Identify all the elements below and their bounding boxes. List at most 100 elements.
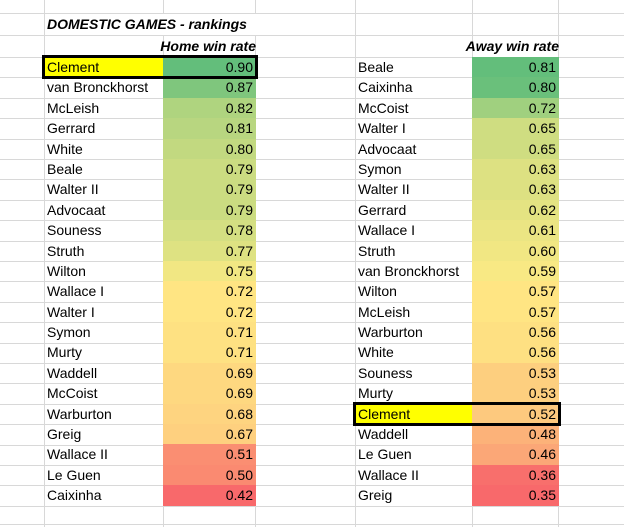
away-value-cell-6[interactable]: 0.63 [472, 179, 559, 200]
away-value-cell-4[interactable]: 0.65 [472, 138, 559, 159]
home-value-cell-1[interactable]: 0.87 [163, 77, 256, 98]
away-name-cell-19[interactable]: Le Guen [358, 446, 412, 463]
home-name-cell-13[interactable]: Symon [47, 324, 91, 341]
away-name-cell-11[interactable]: Wilton [358, 283, 397, 300]
home-name-cell-16[interactable]: McCoist [47, 385, 98, 402]
home-name-cell-9[interactable]: Struth [47, 242, 85, 259]
home-name-cell-10[interactable]: Wilton [47, 262, 86, 279]
away-name-cell-17[interactable]: Clement [355, 403, 472, 425]
away-value-cell-21[interactable]: 0.35 [472, 485, 559, 506]
home-name-cell-5[interactable]: Beale [47, 160, 83, 177]
away-name-cell-13[interactable]: Warburton [358, 324, 423, 341]
gridline [0, 261, 624, 262]
home-value-cell-15[interactable]: 0.69 [163, 362, 256, 384]
gridline [0, 240, 624, 242]
away-name-cell-15[interactable]: Souness [358, 364, 413, 381]
away-value-cell-16[interactable]: 0.53 [472, 383, 559, 404]
home-name-cell-12[interactable]: Walter I [47, 303, 95, 320]
home-value-cell-10[interactable]: 0.75 [163, 260, 256, 282]
away-value-cell-0[interactable]: 0.81 [472, 57, 559, 78]
home-value-cell-11[interactable]: 0.72 [163, 281, 256, 302]
home-value-cell-20[interactable]: 0.50 [163, 464, 256, 486]
home-win-rate-header[interactable]: Home win rate [160, 38, 256, 54]
away-name-cell-3[interactable]: Walter I [358, 120, 406, 137]
home-value-cell-19[interactable]: 0.51 [163, 444, 256, 465]
away-value-cell-9[interactable]: 0.60 [472, 240, 559, 261]
away-name-cell-2[interactable]: McCoist [358, 99, 409, 116]
away-name-cell-0[interactable]: Beale [358, 59, 394, 75]
gridline [0, 444, 624, 446]
gridline [0, 524, 624, 525]
home-value-cell-6[interactable]: 0.79 [163, 179, 256, 200]
home-name-cell-8[interactable]: Souness [47, 222, 102, 239]
home-name-cell-7[interactable]: Advocaat [47, 201, 106, 218]
away-value-cell-13[interactable]: 0.56 [472, 322, 559, 343]
away-name-cell-20[interactable]: Wallace II [358, 466, 419, 483]
away-name-cell-16[interactable]: Murty [358, 385, 393, 402]
home-name-cell-15[interactable]: Waddell [47, 364, 98, 381]
home-value-cell-8[interactable]: 0.78 [163, 220, 256, 241]
home-value-cell-12[interactable]: 0.72 [163, 301, 256, 323]
away-name-cell-4[interactable]: Advocaat [358, 140, 417, 157]
home-name-cell-17[interactable]: Warburton [47, 405, 112, 422]
home-name-cell-11[interactable]: Wallace I [47, 283, 105, 300]
away-name-cell-8[interactable]: Wallace I [358, 222, 416, 239]
home-name-cell-3[interactable]: Gerrard [47, 120, 96, 137]
away-name-cell-12[interactable]: McLeish [358, 303, 411, 320]
away-name-cell-1[interactable]: Caixinha [358, 79, 413, 96]
away-value-cell-14[interactable]: 0.56 [472, 342, 559, 363]
away-name-cell-18[interactable]: Waddell [358, 426, 409, 443]
home-name-cell-19[interactable]: Wallace II [47, 446, 108, 463]
home-name-cell-14[interactable]: Murty [47, 344, 82, 361]
home-value-cell-0[interactable]: 0.90 [163, 57, 256, 78]
home-name-cell-4[interactable]: White [47, 140, 83, 157]
away-value-cell-2[interactable]: 0.72 [472, 97, 559, 119]
gridline [0, 322, 624, 324]
away-value-cell-20[interactable]: 0.36 [472, 464, 559, 486]
away-value-cell-5[interactable]: 0.63 [472, 158, 559, 180]
away-value-cell-8[interactable]: 0.61 [472, 220, 559, 241]
home-value-cell-21[interactable]: 0.42 [163, 485, 256, 506]
away-value-cell-3[interactable]: 0.65 [472, 118, 559, 139]
home-value-cell-17[interactable]: 0.68 [163, 403, 256, 425]
away-value-cell-11[interactable]: 0.57 [472, 281, 559, 302]
home-value-cell-14[interactable]: 0.71 [163, 342, 256, 363]
away-value-cell-18[interactable]: 0.48 [472, 424, 559, 445]
home-name-cell-2[interactable]: McLeish [47, 99, 100, 116]
home-name-cell-21[interactable]: Caixinha [47, 487, 102, 504]
home-name-cell-0[interactable]: Clement [44, 57, 163, 78]
away-value-cell-1[interactable]: 0.80 [472, 77, 559, 98]
away-name-cell-5[interactable]: Symon [358, 160, 402, 177]
home-value-cell-13[interactable]: 0.71 [163, 322, 256, 343]
away-value-cell-7[interactable]: 0.62 [472, 199, 559, 221]
home-value-cell-4[interactable]: 0.80 [163, 138, 256, 159]
home-value-cell-9[interactable]: 0.77 [163, 240, 256, 261]
sheet-title[interactable]: DOMESTIC GAMES - rankings [45, 14, 257, 35]
home-value-cell-18[interactable]: 0.67 [163, 424, 256, 445]
home-name-cell-18[interactable]: Greig [47, 426, 82, 443]
away-value-cell-17[interactable]: 0.52 [472, 403, 559, 425]
away-value-cell-15[interactable]: 0.53 [472, 362, 559, 384]
home-value-cell-7[interactable]: 0.79 [163, 199, 256, 221]
away-value-cell-10[interactable]: 0.59 [472, 260, 559, 282]
away-name-cell-10[interactable]: van Bronckhorst [358, 262, 460, 279]
away-name-cell-6[interactable]: Walter II [358, 181, 410, 198]
home-name-cell-20[interactable]: Le Guen [47, 466, 101, 483]
gridline [0, 363, 624, 364]
away-name-cell-7[interactable]: Gerrard [358, 201, 407, 218]
home-name-cell-1[interactable]: van Bronckhorst [47, 79, 149, 96]
away-name-cell-9[interactable]: Struth [358, 242, 396, 259]
home-value-cell-3[interactable]: 0.81 [163, 118, 256, 139]
gridline [0, 13, 624, 14]
away-names-column: Beale Caixinha McCoist Walter I Advocaat Symo… [355, 57, 472, 506]
home-name-cell-6[interactable]: Walter II [47, 181, 99, 198]
home-value-cell-2[interactable]: 0.82 [163, 97, 256, 119]
gridline [0, 424, 624, 426]
away-value-cell-12[interactable]: 0.57 [472, 301, 559, 323]
away-win-rate-header[interactable]: Away win rate [465, 38, 559, 54]
away-value-cell-19[interactable]: 0.46 [472, 444, 559, 465]
home-value-cell-16[interactable]: 0.69 [163, 383, 256, 404]
home-value-cell-5[interactable]: 0.79 [163, 158, 256, 180]
away-name-cell-21[interactable]: Greig [358, 487, 393, 504]
away-name-cell-14[interactable]: White [358, 344, 394, 361]
